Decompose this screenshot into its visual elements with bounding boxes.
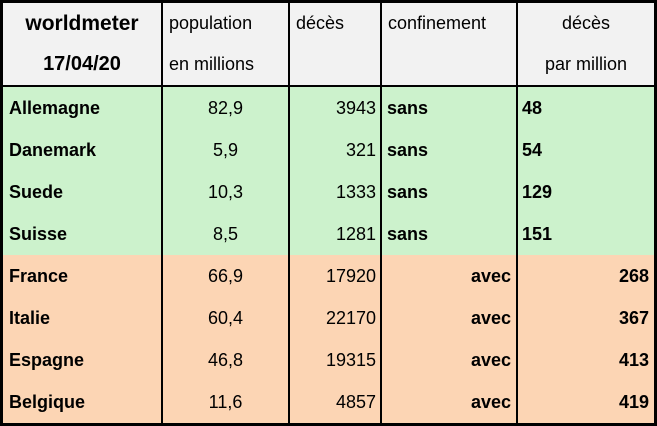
header-cell-per-million: décès par million (518, 3, 654, 87)
cell-deaths: 4857 (290, 381, 382, 423)
header-cell-deaths: décès (290, 3, 382, 87)
cell-deaths: 1333 (290, 171, 382, 213)
cell-country: France (3, 255, 163, 297)
cell-deaths: 321 (290, 129, 382, 171)
table-title: worldmeter (25, 11, 139, 35)
cell-confinement: avec (382, 297, 518, 339)
cell-country: Allemagne (3, 87, 163, 129)
cell-population: 5,9 (163, 129, 290, 171)
cell-deaths: 17920 (290, 255, 382, 297)
cell-confinement: avec (382, 255, 518, 297)
header-cell-confinement: confinement (382, 3, 518, 87)
cell-country: Belgique (3, 381, 163, 423)
cell-population: 82,9 (163, 87, 290, 129)
header-per-million-line1: décès (561, 13, 611, 33)
header-confinement-label: confinement (388, 13, 487, 33)
cell-per-million: 129 (518, 171, 654, 213)
cell-population: 11,6 (163, 381, 290, 423)
cell-country: Italie (3, 297, 163, 339)
cell-population: 46,8 (163, 339, 290, 381)
cell-confinement: avec (382, 381, 518, 423)
header-cell-title: worldmeter 17/04/20 (3, 3, 163, 87)
cell-per-million: 54 (518, 129, 654, 171)
header-cell-population: population en millions (163, 3, 290, 87)
cell-population: 10,3 (163, 171, 290, 213)
cell-confinement: sans (382, 171, 518, 213)
cell-per-million: 367 (518, 297, 654, 339)
cell-population: 66,9 (163, 255, 290, 297)
cell-per-million: 48 (518, 87, 654, 129)
cell-confinement: sans (382, 129, 518, 171)
header-population-line2: en millions (169, 54, 255, 74)
cell-per-million: 268 (518, 255, 654, 297)
cell-population: 8,5 (163, 213, 290, 255)
cell-country: Espagne (3, 339, 163, 381)
cell-country: Suede (3, 171, 163, 213)
cell-confinement: avec (382, 339, 518, 381)
cell-per-million: 413 (518, 339, 654, 381)
cell-country: Danemark (3, 129, 163, 171)
cell-deaths: 3943 (290, 87, 382, 129)
table-date: 17/04/20 (43, 53, 121, 75)
cell-per-million: 419 (518, 381, 654, 423)
cell-deaths: 22170 (290, 297, 382, 339)
header-population-line1: population (169, 13, 253, 33)
header-deaths-label: décès (296, 13, 345, 33)
cell-deaths: 1281 (290, 213, 382, 255)
cell-per-million: 151 (518, 213, 654, 255)
header-per-million-line2: par million (544, 54, 628, 74)
cell-confinement: sans (382, 87, 518, 129)
cell-deaths: 19315 (290, 339, 382, 381)
cell-confinement: sans (382, 213, 518, 255)
cell-population: 60,4 (163, 297, 290, 339)
cell-country: Suisse (3, 213, 163, 255)
